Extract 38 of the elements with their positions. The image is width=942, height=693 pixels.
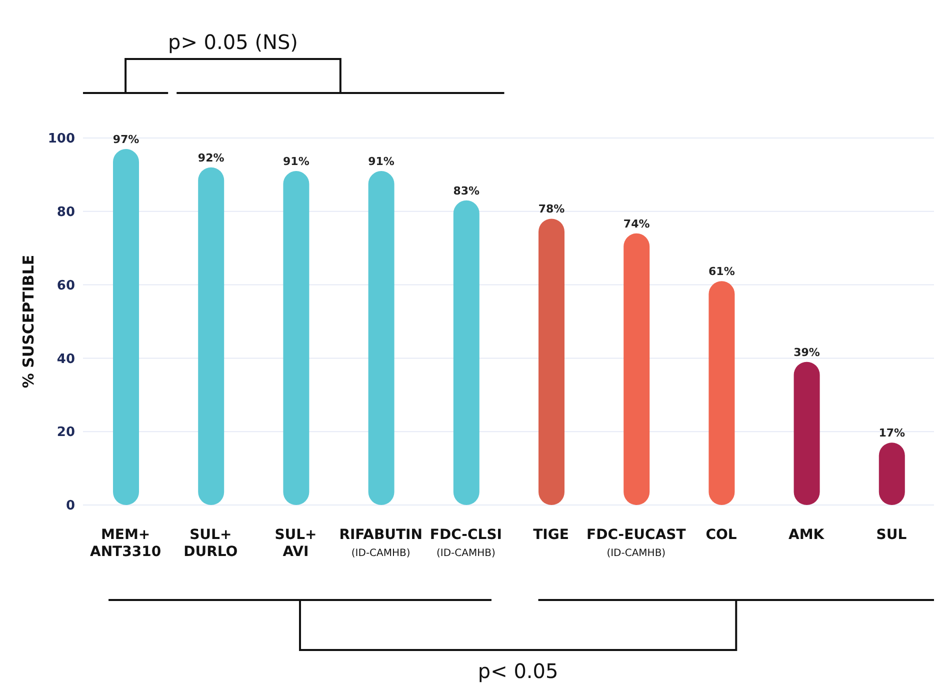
data-label: 61% [708,265,735,278]
data-label: 74% [623,217,650,230]
data-label: 83% [453,184,480,198]
y-tick-label: 80 [56,205,75,220]
bar [624,233,650,505]
data-label: 97% [112,133,140,146]
x-tick-label: SUL [876,527,907,543]
text: p< 0.05 [478,659,558,683]
bar [453,200,480,505]
y-axis-title: % SUSCEPTIBLE [19,254,38,388]
data-label: 17% [878,426,906,440]
bar [794,362,820,505]
data-label: 91% [283,155,310,168]
bar [283,171,310,505]
bar [368,171,394,505]
x-tick-label: COL [706,527,737,543]
data-label: 78% [538,202,565,216]
x-tick-label: SUL+ AVI [274,527,317,560]
y-tick-label: 20 [56,425,75,440]
bar [708,281,735,505]
x-tick-label: RIFABUTIN (ID-CAMHB) [339,527,422,559]
data-label: 92% [198,151,224,164]
data-label: 39% [794,346,820,359]
x-tick-label: SUL+ DURLO [184,527,238,560]
y-tick-label: 60 [56,278,75,294]
bar [198,167,224,505]
x-tick-label: FDC-CLSI (ID-CAMHB) [430,527,502,559]
bar [538,218,564,505]
y-tick-label: 40 [56,352,75,367]
bar [113,149,139,505]
x-tick-label: AMK [788,527,826,543]
x-tick-label: TIGE [533,527,569,543]
data-label: 91% [368,155,394,168]
text: p> 0.05 (NS) [168,30,298,54]
y-tick-label: 0 [66,498,75,514]
x-tick-label: MEM+ ANT3310 [90,527,162,560]
x-tick-label: FDC-EUCAST (ID-CAMHB) [586,527,686,559]
y-tick-label: 100 [48,132,75,147]
